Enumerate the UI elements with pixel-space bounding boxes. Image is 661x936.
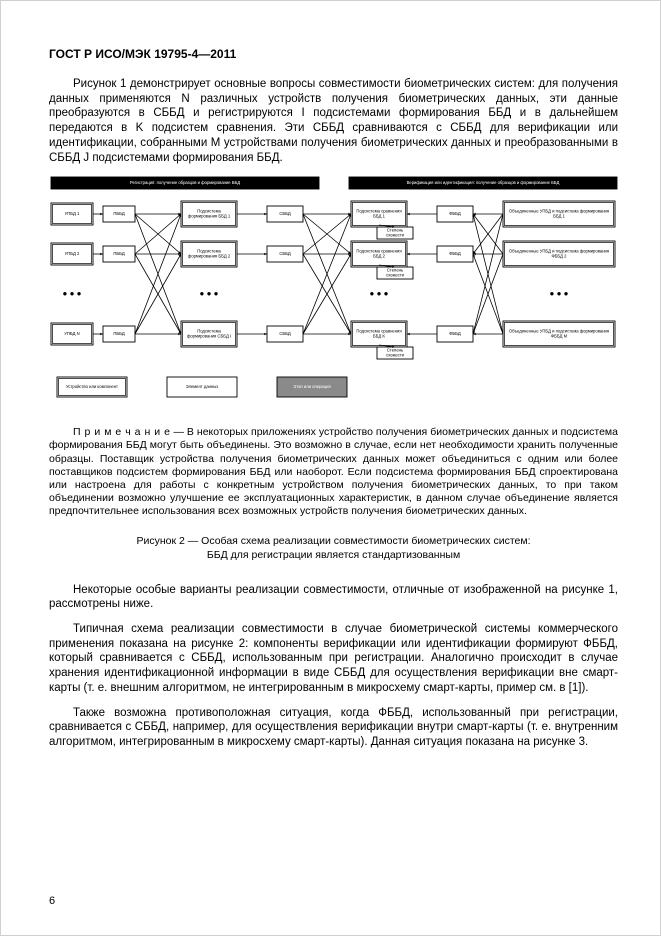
diagram-svg: Регистрация: получение образцов и формир…: [49, 175, 619, 407]
svg-text:схожести: схожести: [386, 353, 405, 358]
paragraph-2: Некоторые особые варианты реализации сов…: [49, 583, 618, 612]
svg-text:схожести: схожести: [386, 233, 405, 238]
svg-text:ББД K: ББД K: [373, 334, 385, 339]
figure-2-caption-l1: Рисунок 2 — Особая схема реализации совм…: [136, 535, 530, 547]
note-block: П р и м е ч а н и е — В некоторых прилож…: [49, 426, 618, 518]
svg-text:схожести: схожести: [386, 273, 405, 278]
svg-text:ББД 1: ББД 1: [553, 214, 565, 219]
svg-text:Регистрация: получение образцо: Регистрация: получение образцов и формир…: [130, 180, 240, 185]
page-root: ГОСТ Р ИСО/МЭК 19795-4—2011 Рисунок 1 де…: [0, 0, 661, 936]
svg-text:ББД 2: ББД 2: [373, 254, 385, 259]
page-number: 6: [49, 895, 55, 907]
svg-text:формирования ББД 2: формирования ББД 2: [188, 254, 231, 259]
svg-text:УПБД 1: УПБД 1: [65, 211, 80, 216]
svg-text:Элемент данных: Элемент данных: [186, 384, 220, 389]
svg-text:ББД 1: ББД 1: [373, 214, 385, 219]
svg-text:ФББД M: ФББД M: [551, 334, 568, 339]
svg-text:ФББД: ФББД: [449, 211, 461, 216]
svg-text:Верификация или идентификация:: Верификация или идентификация: получение…: [407, 180, 560, 185]
svg-text:УПБД N: УПБД N: [64, 331, 79, 336]
svg-text:ПББД: ПББД: [113, 331, 125, 336]
doc-header: ГОСТ Р ИСО/МЭК 19795-4—2011: [49, 47, 618, 61]
svg-text:ПББД: ПББД: [113, 251, 125, 256]
svg-text:ФББД: ФББД: [449, 331, 461, 336]
svg-text:СББД: СББД: [279, 251, 291, 256]
svg-text:Этап или операция: Этап или операция: [293, 384, 331, 389]
figure-2-diagram: Регистрация: получение образцов и формир…: [49, 175, 618, 410]
svg-text:СББД: СББД: [279, 211, 291, 216]
note-label: П р и м е ч а н и е: [73, 426, 170, 438]
paragraph-1: Рисунок 1 демонстрирует основные вопросы…: [49, 77, 618, 165]
svg-text:● ● ●: ● ● ●: [550, 289, 569, 298]
svg-text:● ● ●: ● ● ●: [63, 289, 82, 298]
note-body: — В некоторых приложениях устройство пол…: [49, 426, 618, 517]
figure-2-caption: Рисунок 2 — Особая схема реализации совм…: [49, 534, 618, 562]
svg-text:формирования ББД 1: формирования ББД 1: [188, 214, 231, 219]
svg-text:ПББД: ПББД: [113, 211, 125, 216]
svg-text:формирования СББД I: формирования СББД I: [187, 334, 231, 339]
svg-text:УПБД 2: УПБД 2: [65, 251, 80, 256]
figure-2-caption-l2: ББД для регистрации является стандартизо…: [207, 549, 460, 561]
paragraph-3: Типичная схема реализации совместимости …: [49, 622, 618, 696]
svg-text:● ● ●: ● ● ●: [370, 289, 389, 298]
svg-text:Устройство или компонент: Устройство или компонент: [66, 384, 118, 389]
svg-text:ФББД: ФББД: [449, 251, 461, 256]
paragraph-4: Также возможна противоположная ситуация,…: [49, 706, 618, 750]
svg-text:● ● ●: ● ● ●: [200, 289, 219, 298]
svg-text:СББД: СББД: [279, 331, 291, 336]
svg-text:ФББД 2: ФББД 2: [551, 254, 567, 259]
